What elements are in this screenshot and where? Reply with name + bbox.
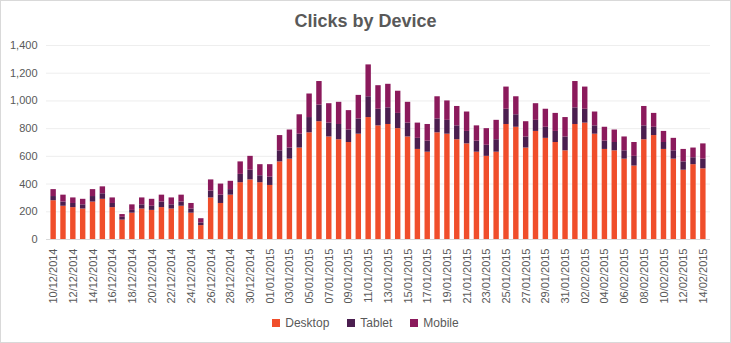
svg-text:23/01/2015: 23/01/2015 [480,249,492,304]
svg-text:22/12/2014: 22/12/2014 [165,249,177,304]
svg-text:18/12/2014: 18/12/2014 [126,249,138,304]
svg-text:10/12/2014: 10/12/2014 [47,249,59,304]
svg-text:24/12/2014: 24/12/2014 [185,249,197,304]
svg-text:01/01/2015: 01/01/2015 [264,249,276,304]
svg-text:800: 800 [19,122,37,134]
svg-text:30/12/2014: 30/12/2014 [244,249,256,304]
svg-text:11/01/2015: 11/01/2015 [362,249,374,303]
svg-text:12/02/2015: 12/02/2015 [677,249,689,304]
html-text:Tablet: Tablet [360,316,393,330]
svg-text:15/01/2015: 15/01/2015 [402,249,414,304]
svg-text:1,000: 1,000 [10,94,38,106]
svg-text:02/02/2015: 02/02/2015 [579,249,591,304]
svg-text:09/01/2015: 09/01/2015 [342,249,354,304]
svg-text:16/12/2014: 16/12/2014 [106,249,118,304]
svg-text:13/01/2015: 13/01/2015 [382,249,394,304]
svg-text:14/02/2015: 14/02/2015 [697,249,709,304]
html-text:Clicks by Device: Clicks by Device [294,11,437,31]
svg-text:07/01/2015: 07/01/2015 [323,249,335,304]
svg-text:31/01/2015: 31/01/2015 [559,249,571,304]
svg-text:20/12/2014: 20/12/2014 [146,249,158,304]
svg-text:400: 400 [19,178,37,190]
svg-text:1,200: 1,200 [10,67,38,79]
svg-text:10/02/2015: 10/02/2015 [658,249,670,304]
html-text:Desktop: Desktop [285,316,330,330]
svg-text:06/02/2015: 06/02/2015 [618,249,630,304]
svg-text:600: 600 [19,150,37,162]
svg-text:25/01/2015: 25/01/2015 [500,249,512,304]
svg-text:29/01/2015: 29/01/2015 [539,249,551,304]
svg-text:14/12/2014: 14/12/2014 [87,249,99,304]
svg-text:04/02/2015: 04/02/2015 [598,249,610,304]
svg-text:19/01/2015: 19/01/2015 [441,249,453,304]
svg-text:03/01/2015: 03/01/2015 [283,249,295,304]
html-text:Mobile: Mobile [423,316,459,330]
svg-text:28/12/2014: 28/12/2014 [224,249,236,304]
svg-text:27/01/2015: 27/01/2015 [520,249,532,304]
svg-text:0: 0 [31,233,37,245]
svg-text:05/01/2015: 05/01/2015 [303,249,315,304]
svg-text:21/01/2015: 21/01/2015 [461,249,473,304]
svg-text:26/12/2014: 26/12/2014 [205,249,217,304]
svg-text:17/01/2015: 17/01/2015 [421,249,433,304]
svg-text:08/02/2015: 08/02/2015 [638,249,650,304]
svg-text:12/12/2014: 12/12/2014 [67,249,79,304]
svg-text:200: 200 [19,205,37,217]
svg-text:1,400: 1,400 [10,39,38,51]
